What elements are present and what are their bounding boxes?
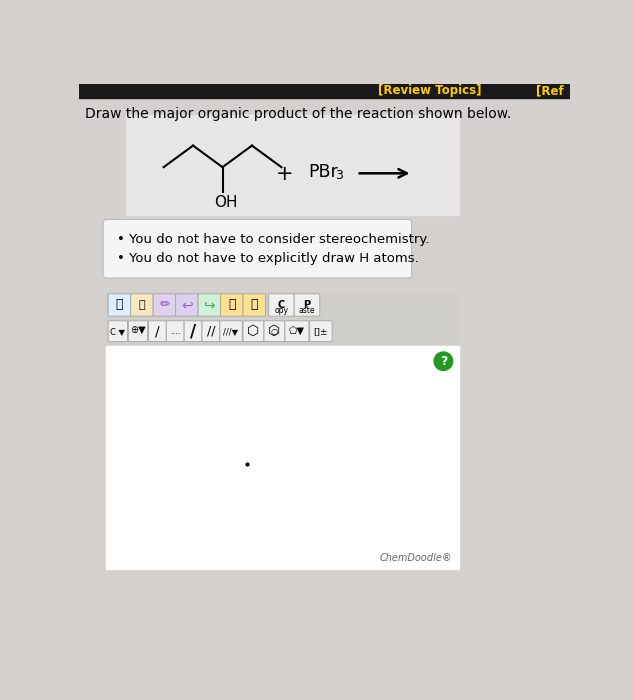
FancyBboxPatch shape [175,294,198,316]
FancyBboxPatch shape [128,321,147,342]
Text: ↩: ↩ [181,298,192,312]
FancyBboxPatch shape [268,294,294,316]
FancyBboxPatch shape [108,294,130,316]
Text: ↪: ↪ [204,298,215,312]
Bar [79,84,570,98]
FancyBboxPatch shape [184,321,202,342]
Bar [106,346,459,569]
Text: //: // [206,325,215,337]
Text: ⬡: ⬡ [268,324,280,338]
FancyBboxPatch shape [202,321,220,342]
FancyBboxPatch shape [149,321,166,342]
FancyBboxPatch shape [220,294,243,316]
Text: ChemDoodle®: ChemDoodle® [380,553,453,563]
Text: • You do not have to consider stereochemistry.: • You do not have to consider stereochem… [117,233,430,246]
Text: /: / [190,322,196,340]
Text: C: C [278,300,285,309]
FancyBboxPatch shape [198,294,220,316]
FancyBboxPatch shape [153,294,175,316]
Text: aste: aste [299,306,315,315]
Text: +: + [276,164,293,184]
Text: ///▼: ///▼ [223,327,239,336]
FancyBboxPatch shape [294,294,320,316]
FancyBboxPatch shape [243,321,264,342]
Text: ⊕▼: ⊕▼ [130,326,146,336]
FancyBboxPatch shape [285,321,309,342]
Text: P: P [303,300,311,309]
Text: /: / [155,324,160,338]
FancyBboxPatch shape [166,321,184,342]
Circle shape [434,352,453,370]
Text: opy: opy [274,306,289,315]
Text: Draw the major organic product of the reaction shown below.: Draw the major organic product of the re… [85,107,511,121]
Text: • You do not have to explicitly draw H atoms.: • You do not have to explicitly draw H a… [117,252,419,265]
Text: ⬡: ⬡ [248,324,260,338]
Text: 3: 3 [335,169,342,182]
Text: PBr: PBr [308,162,337,181]
Bar [106,320,459,344]
FancyBboxPatch shape [130,294,153,316]
Text: 🔎: 🔎 [251,298,258,312]
FancyBboxPatch shape [243,294,265,316]
FancyBboxPatch shape [264,321,285,342]
FancyBboxPatch shape [310,321,332,342]
Text: 🔍: 🔍 [228,298,235,312]
Text: ⬠▼: ⬠▼ [289,326,305,336]
Text: [Ref: [Ref [536,85,564,97]
Text: ?: ? [440,355,447,368]
FancyBboxPatch shape [108,321,128,342]
Text: ○: ○ [271,327,278,336]
Text: [Review Topics]: [Review Topics] [377,85,481,97]
Bar [106,292,459,318]
FancyBboxPatch shape [220,321,242,342]
Bar [125,115,459,215]
FancyBboxPatch shape [103,220,411,278]
Text: 🔒: 🔒 [139,300,145,310]
Text: OH: OH [214,195,237,210]
Text: C ▼: C ▼ [110,327,125,336]
Text: ✋: ✋ [116,298,123,312]
Text: []±: []± [314,327,328,336]
Text: ....: .... [170,327,180,336]
Text: ✏: ✏ [159,298,170,312]
